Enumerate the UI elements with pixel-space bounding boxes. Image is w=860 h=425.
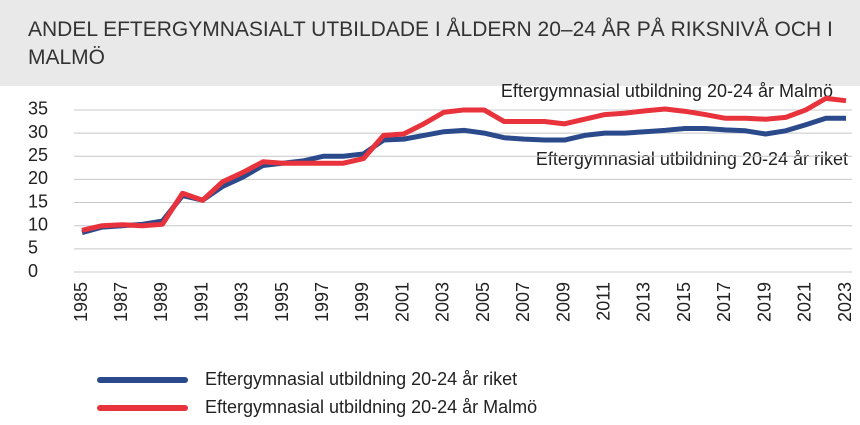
x-tick-label: 1985 (71, 282, 91, 322)
x-tick-label: 2001 (392, 282, 412, 322)
x-tick-label: 2013 (634, 282, 654, 322)
y-tick-label: 35 (28, 99, 48, 119)
x-tick-label: 2003 (433, 282, 453, 322)
series-line (81, 95, 847, 233)
y-tick-label: 15 (28, 191, 48, 211)
x-tick-label: 1991 (191, 282, 211, 322)
x-tick-label: 1999 (352, 282, 372, 322)
annotation: Eftergymnasial utbildning 20-24 år riket (536, 149, 848, 169)
legend-label: Eftergymnasial utbildning 20-24 år Malmö (205, 397, 537, 417)
x-tick-label: 1989 (151, 282, 171, 322)
x-tick-label: 1987 (111, 282, 131, 322)
annotation: Eftergymnasial utbildning 20-24 år Malmö (501, 81, 833, 101)
x-tick-label: 2009 (553, 282, 573, 322)
x-tick-label: 2017 (714, 282, 734, 322)
x-tick-label: 1993 (232, 282, 252, 322)
x-tick-label: 2011 (593, 282, 613, 321)
x-tick-label: 2023 (835, 282, 855, 322)
series-line (81, 115, 846, 236)
y-tick-label: 20 (28, 168, 48, 188)
title-band (0, 0, 860, 86)
y-tick-label: 25 (28, 145, 48, 165)
y-tick-label: 30 (28, 122, 48, 142)
title-box: ANDEL EFTERGYMNASIALT UTBILDADE I ÅLDERN… (28, 18, 833, 69)
x-tick-label: 1995 (272, 282, 292, 322)
y-tick-label: 0 (28, 261, 38, 281)
chart-title: ANDEL EFTERGYMNASIALT UTBILDADE I ÅLDERN… (28, 18, 833, 69)
x-tick-label: 2005 (473, 282, 493, 322)
y-tick-label: 10 (28, 214, 48, 234)
legend-label: Eftergymnasial utbildning 20-24 år riket (205, 369, 517, 389)
x-tick-label: 1997 (312, 282, 332, 322)
y-tick-label: 5 (28, 238, 38, 258)
x-tick-label: 2019 (754, 282, 774, 322)
x-tick-label: 2015 (674, 282, 694, 322)
x-tick-label: 2021 (795, 282, 815, 322)
x-tick-label: 2007 (513, 282, 533, 322)
